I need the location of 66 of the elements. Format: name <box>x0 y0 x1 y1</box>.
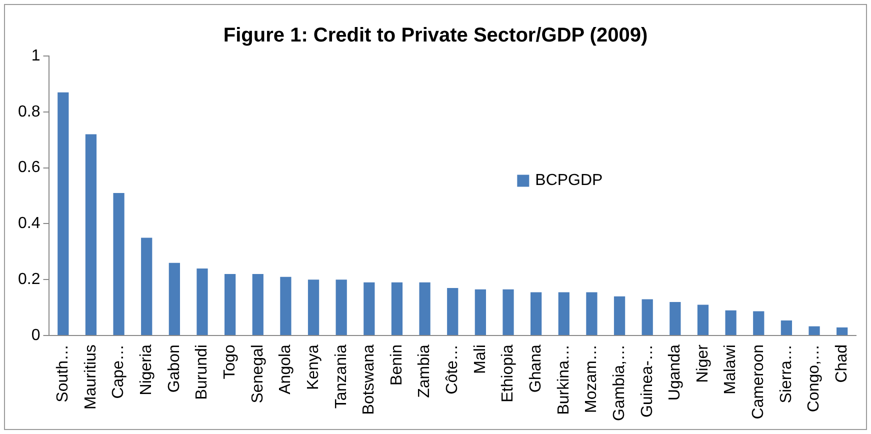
bar <box>336 280 347 336</box>
bar <box>725 310 736 336</box>
x-tick-label: Tanzania <box>332 344 350 409</box>
bar <box>836 327 848 336</box>
bar <box>196 268 208 336</box>
x-tick-label: Gabon <box>166 344 183 393</box>
x-tick-label: Congo,… <box>806 344 823 412</box>
bar <box>113 192 124 336</box>
legend-label: BCPGDP <box>535 172 603 190</box>
bar <box>447 288 458 336</box>
x-tick-label: Burundi <box>194 344 211 400</box>
x-tick-label: Malawi <box>722 344 740 394</box>
chart-title: Figure 1: Credit to Private Sector/GDP (2009) <box>223 24 648 47</box>
bar <box>808 326 820 336</box>
x-tick-label: Cape… <box>110 344 128 399</box>
bar <box>85 134 97 336</box>
x-tick-label: Niger <box>694 344 712 383</box>
y-tick-label: 0 <box>31 326 40 344</box>
x-tick-label: Gambia,… <box>610 344 628 421</box>
x-tick-label: Mali <box>472 344 489 374</box>
bar <box>391 282 403 336</box>
x-tick-label: Zambia <box>416 344 434 398</box>
x-tick-label: Nigeria <box>138 344 156 396</box>
bar <box>753 311 764 336</box>
y-tick-label: 0.2 <box>18 271 40 288</box>
bar <box>642 299 653 336</box>
bar <box>697 304 709 336</box>
bar <box>586 292 598 336</box>
x-tick-label: Côte… <box>444 344 462 394</box>
x-tick-label: Benin <box>388 344 406 386</box>
x-tick-label: Mauritius <box>82 344 100 410</box>
bar <box>58 92 69 336</box>
x-tick-label: Burkina… <box>555 344 572 415</box>
bar <box>530 292 542 336</box>
bar <box>614 296 626 336</box>
x-tick-label: Mozam… <box>583 344 600 413</box>
bar <box>474 289 486 336</box>
bar <box>419 282 430 336</box>
bar <box>252 274 264 336</box>
bar <box>141 238 152 336</box>
x-tick-label: Chad <box>833 344 850 383</box>
x-tick-label: Guinea-… <box>638 344 656 418</box>
bar <box>780 320 792 336</box>
y-tick-label: 0.4 <box>18 215 40 232</box>
bar <box>364 282 375 336</box>
bar <box>224 274 236 336</box>
y-tick-label: 0.6 <box>18 159 40 176</box>
y-tick-label: 1 <box>31 47 40 64</box>
x-tick-label: Botswana <box>360 344 378 415</box>
bar <box>168 262 180 336</box>
x-tick-label: Senegal <box>249 344 266 404</box>
bar <box>558 292 570 336</box>
y-tick-label: 0.8 <box>18 103 40 120</box>
bar <box>308 280 320 336</box>
bar <box>502 289 514 336</box>
bar <box>670 302 681 336</box>
x-tick-label: Ethiopia <box>500 344 517 402</box>
x-tick-label: Uganda <box>666 344 684 401</box>
x-tick-label: Sierra… <box>778 344 795 404</box>
x-tick-label: Togo <box>221 344 238 380</box>
x-tick-label: South… <box>54 344 72 402</box>
x-tick-label: Ghana <box>527 344 544 393</box>
x-tick-label: Cameroon <box>750 344 768 420</box>
x-tick-label: Angola <box>277 344 294 394</box>
bar <box>280 276 292 336</box>
x-tick-label: Kenya <box>304 344 322 390</box>
